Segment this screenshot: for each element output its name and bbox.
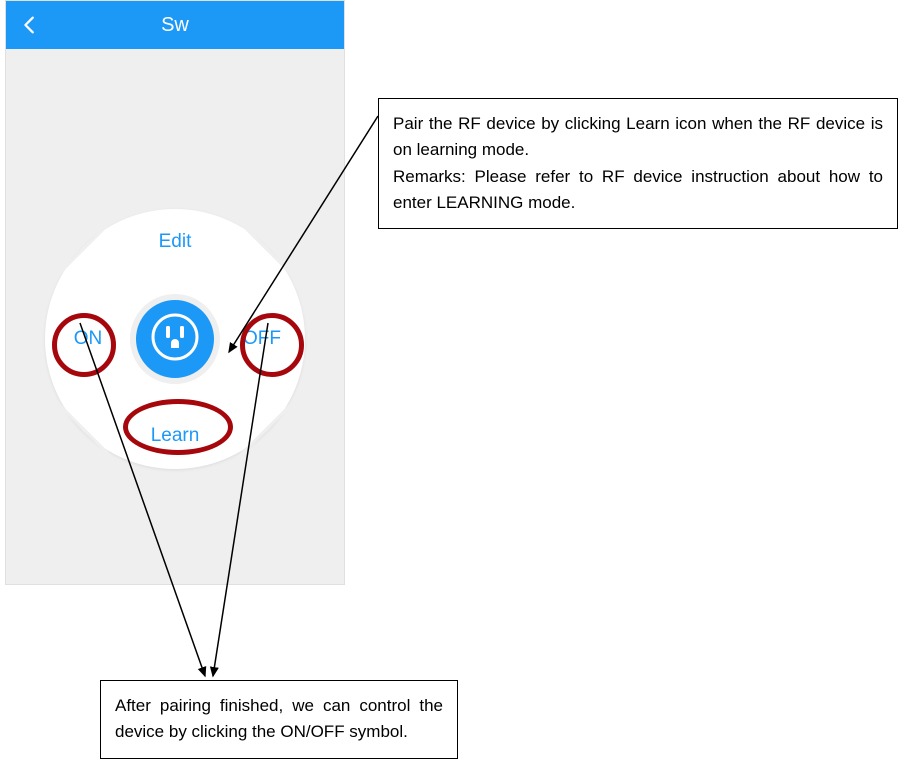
highlight-ring-learn	[123, 399, 233, 455]
callout-onoff: After pairing finished, we can control t…	[100, 680, 458, 759]
wheel-divider	[50, 213, 119, 282]
wheel-divider	[230, 213, 299, 282]
phone-mockup: Sw Edit Learn ON OFF	[5, 0, 345, 585]
phone-header: Sw	[6, 1, 344, 49]
callout-text: Pair the RF device by clicking Learn ico…	[393, 111, 883, 164]
center-outlet-button[interactable]	[130, 294, 220, 384]
highlight-ring-off	[240, 313, 304, 377]
phone-body: Edit Learn ON OFF	[6, 49, 344, 584]
wheel-divider	[230, 396, 299, 465]
edit-button[interactable]: Edit	[135, 231, 215, 253]
outlet-icon	[150, 312, 200, 367]
back-arrow-icon[interactable]	[18, 13, 42, 37]
callout-text: Remarks: Please refer to RF device instr…	[393, 164, 883, 217]
callout-text: After pairing finished, we can control t…	[115, 693, 443, 746]
wheel-divider	[50, 396, 119, 465]
highlight-ring-on	[52, 313, 116, 377]
callout-learn: Pair the RF device by clicking Learn ico…	[378, 98, 898, 229]
header-title: Sw	[42, 14, 308, 37]
